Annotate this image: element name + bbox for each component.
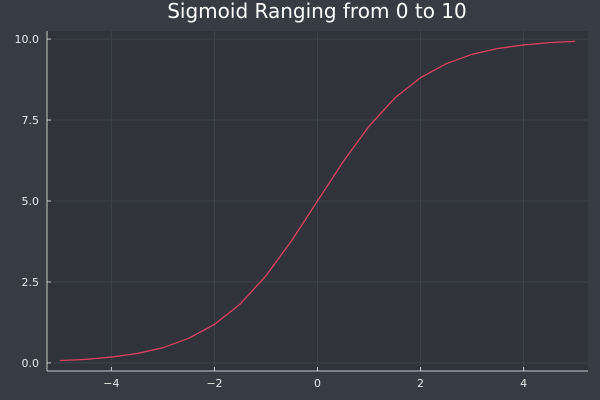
x-tick-label: 2 — [417, 377, 424, 390]
y-tick-label: 5.0 — [22, 195, 40, 208]
x-tick-label: −4 — [103, 377, 119, 390]
y-tick-label: 2.5 — [22, 276, 40, 289]
y-tick-label: 7.5 — [22, 114, 40, 127]
x-tick-label: 4 — [520, 377, 527, 390]
axes — [46, 31, 588, 372]
x-tick-label: −2 — [206, 377, 222, 390]
y-tick-label: 0.0 — [22, 357, 40, 370]
y-tick-label: 10.0 — [15, 33, 40, 46]
series-line — [59, 40, 576, 362]
chart-title: Sigmoid Ranging from 0 to 10 — [167, 0, 467, 23]
tick-labels: −4 −2 0 2 4 0.0 2.5 5.0 7.5 10.0 — [15, 33, 528, 390]
series-layer — [59, 40, 576, 362]
x-tick-label: 0 — [314, 377, 321, 390]
